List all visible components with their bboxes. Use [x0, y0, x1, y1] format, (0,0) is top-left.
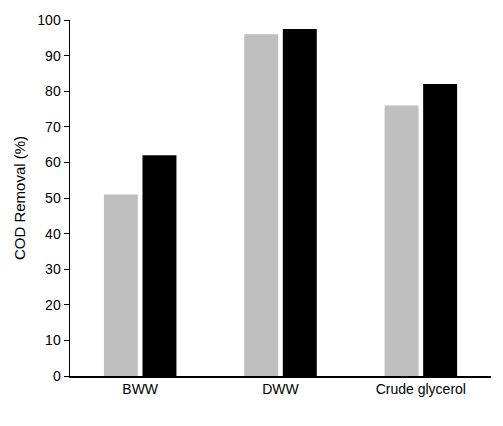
svg-text:100: 100: [37, 12, 61, 28]
svg-text:20: 20: [45, 297, 61, 313]
svg-text:50: 50: [45, 190, 61, 206]
svg-text:30: 30: [45, 261, 61, 277]
svg-text:10: 10: [45, 332, 61, 348]
svg-text:Crude glycerol: Crude glycerol: [376, 381, 466, 397]
svg-text:90: 90: [45, 48, 61, 64]
svg-text:0: 0: [53, 368, 61, 384]
svg-text:DWW: DWW: [262, 381, 299, 397]
svg-text:60: 60: [45, 154, 61, 170]
svg-text:COD Removal (%): COD Removal (%): [11, 136, 28, 260]
svg-text:70: 70: [45, 119, 61, 135]
svg-text:BWW: BWW: [122, 381, 159, 397]
svg-text:40: 40: [45, 226, 61, 242]
svg-text:80: 80: [45, 83, 61, 99]
